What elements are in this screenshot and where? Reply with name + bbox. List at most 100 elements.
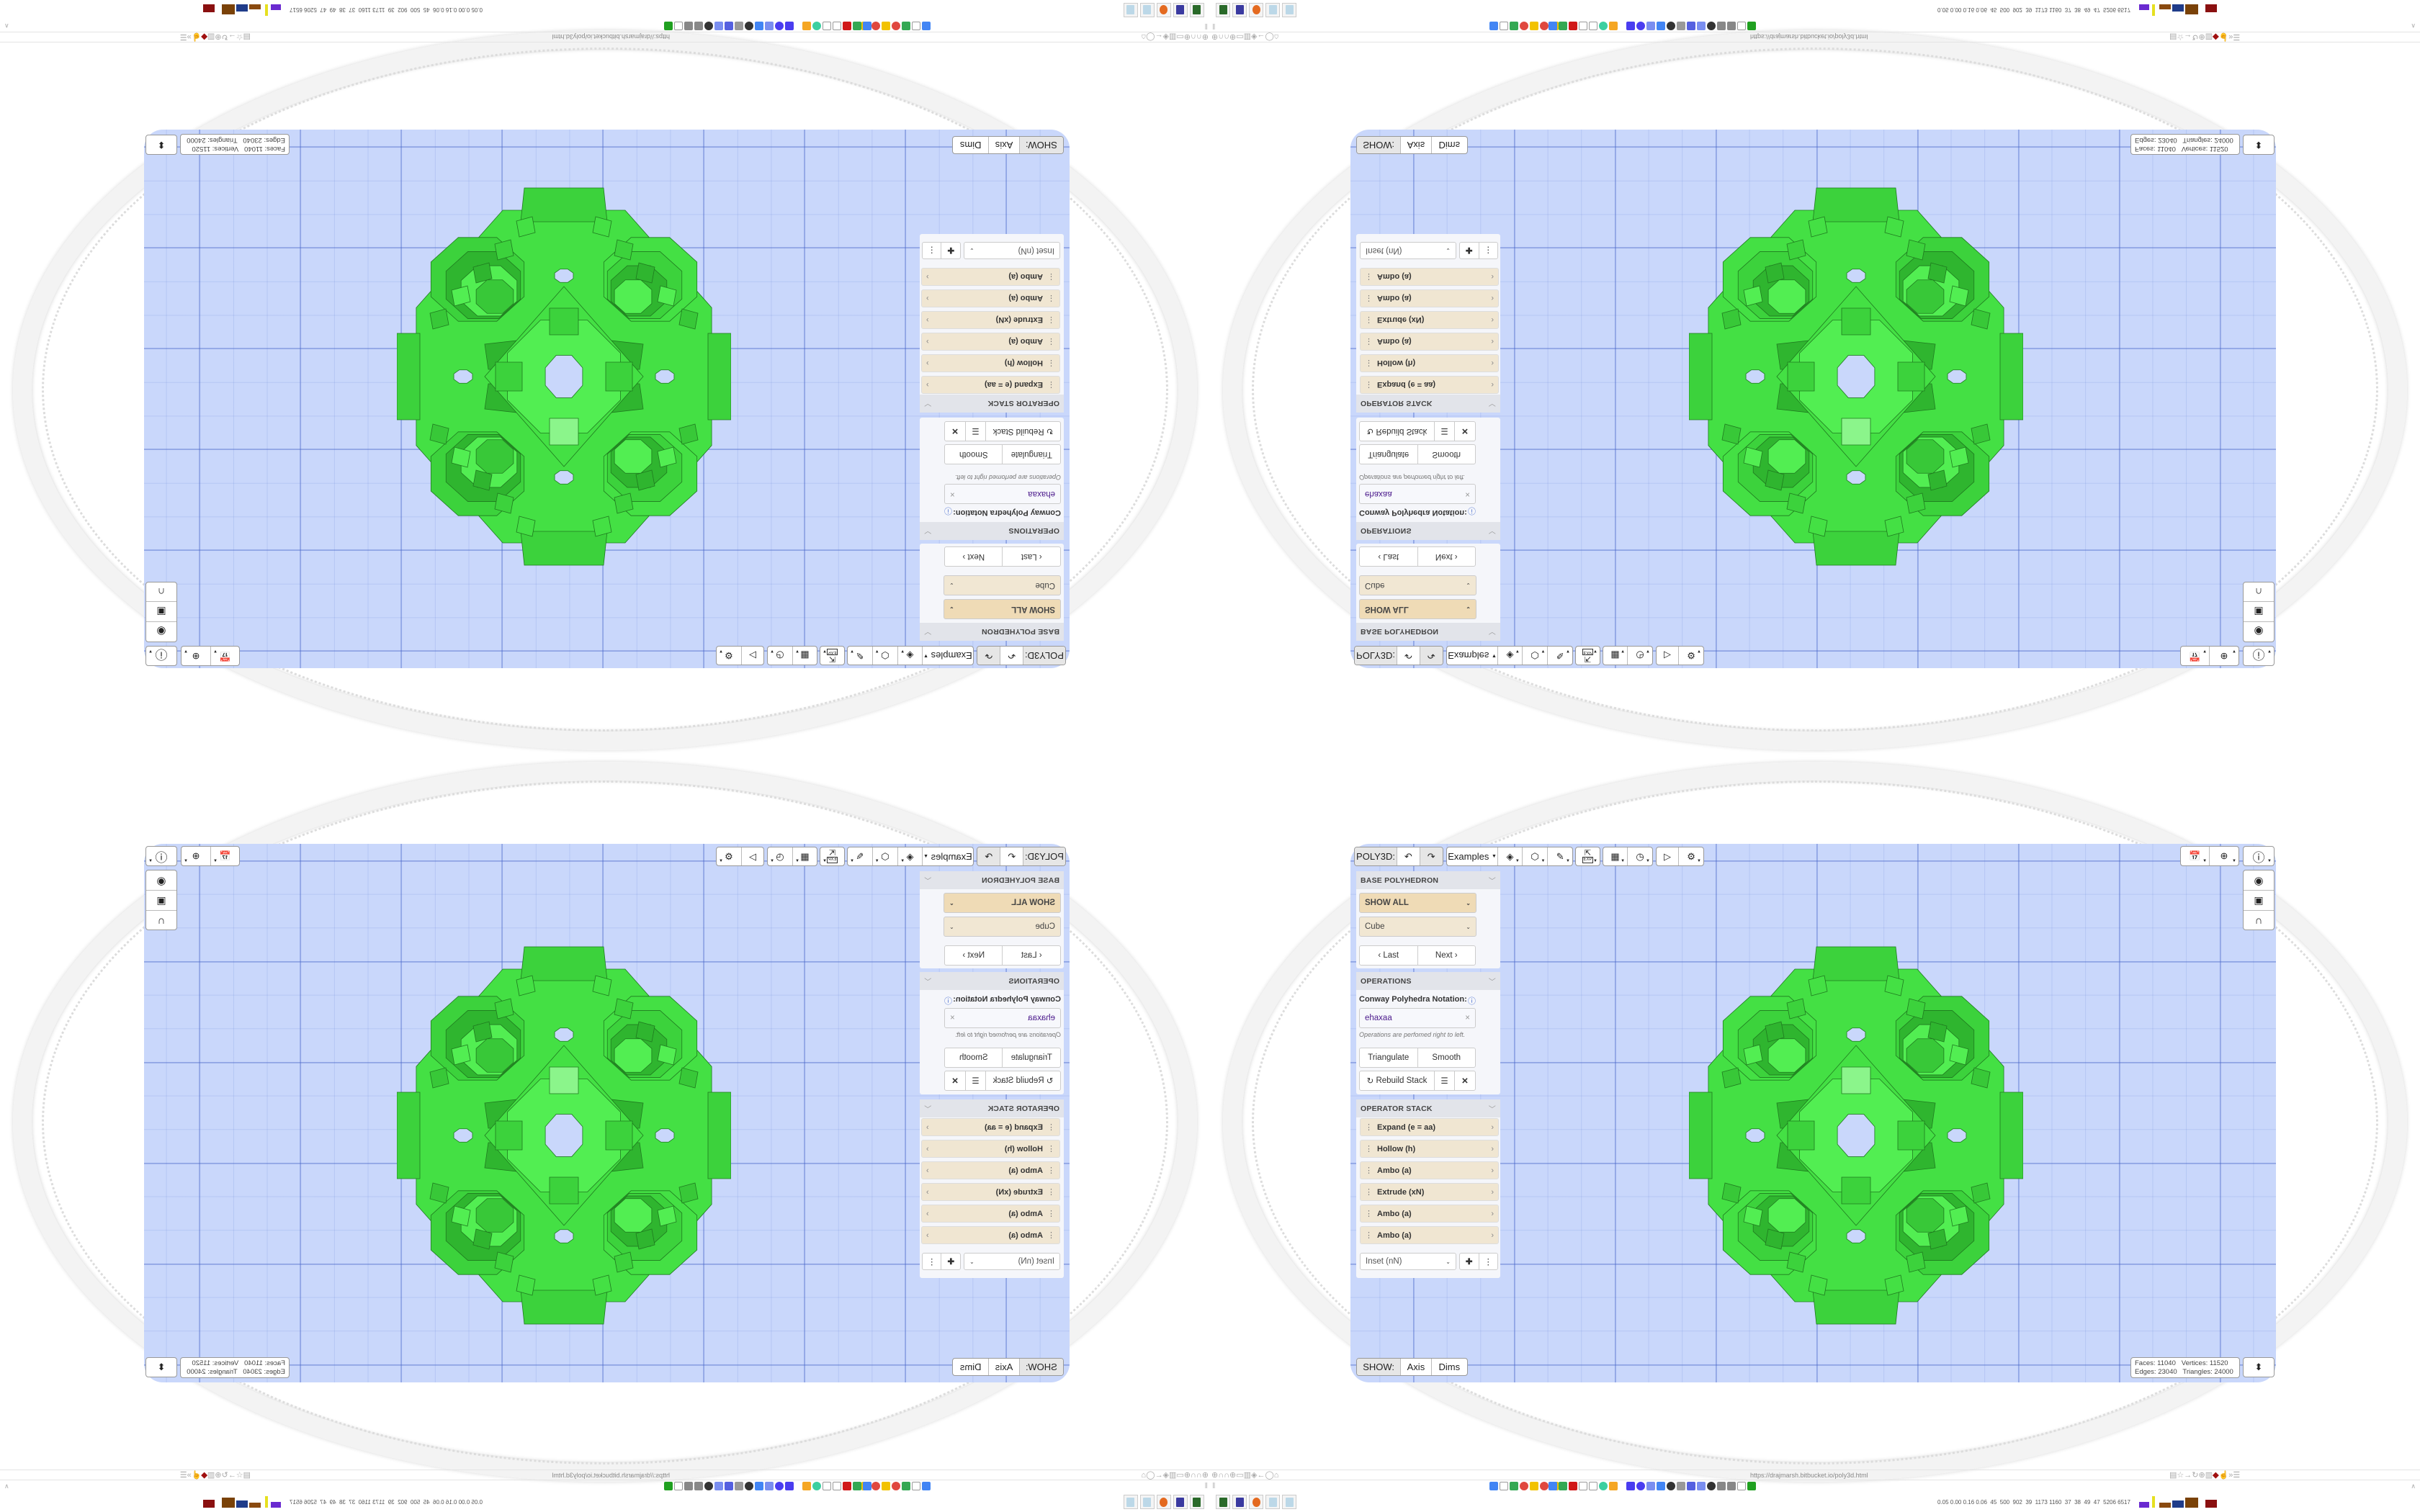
smooth-button[interactable]: Smooth [945,445,1003,464]
operator-stack-item[interactable]: ⋮ Expand (e = aa) › [921,376,1060,394]
table-button[interactable]: ▦ ▼ [792,847,817,865]
last-button[interactable]: ‹ Last [1002,946,1060,965]
undo-button[interactable]: ↶ [1000,647,1023,665]
notation-input[interactable]: ehaxaa × [1359,484,1476,504]
operator-stack-item[interactable]: ⋮ Hollow (h) › [1360,1140,1499,1158]
app-menu-button[interactable]: POLY3D: [1022,847,1065,865]
last-button[interactable]: ‹ Last [1360,946,1418,965]
view-reset-button[interactable]: ⬍ [145,1357,177,1377]
sun-time-button[interactable]: 📅 ▼ [2181,847,2210,865]
dims-toggle[interactable]: Dims [953,1359,988,1375]
panel-toggle-button[interactable]: ▣ [2244,891,2274,911]
operator-stack-item[interactable]: ⋮ Ambo (a) › [1360,1161,1499,1179]
base-polyhedron-header[interactable]: BASE POLYHEDRON ﹀ [920,871,1064,889]
view-reset-button[interactable]: ⬍ [145,135,177,155]
browser-actions[interactable]: ▤☆→↻⊕▥◆☝»☰ [2169,1471,2241,1480]
drag-handle-icon[interactable]: ⋮ [1047,337,1055,346]
operator-stack-item[interactable]: ⋮ Ambo (a) › [1360,289,1499,307]
bookmarks-group-2[interactable] [663,1482,871,1490]
edit-button[interactable]: ✎ ▼ [850,649,864,662]
export-button[interactable]: ⇱ EXP ▼ [1582,849,1597,863]
add-operator-select[interactable]: Inset (nN) ⌄ [1360,1253,1456,1270]
axis-toggle[interactable]: Axis [988,1359,1019,1375]
undo-button[interactable]: ↶ [1000,847,1023,865]
nav-icons[interactable]: ⊕∩∩⊕▭▥◈←◯⌂ [1211,32,1279,41]
browser-actions[interactable]: ▤☆→↻⊕▥◆☝»☰ [179,1471,251,1480]
axis-toggle[interactable]: Axis [988,137,1019,153]
polyhedron-select[interactable]: Cube ⌄ [1359,575,1476,595]
base-polyhedron-header[interactable]: BASE POLYHEDRON ﹀ [1356,623,1500,641]
notation-input[interactable]: ehaxaa × [944,1008,1061,1028]
rebuild-stack-button[interactable]: ↻ Rebuild Stack [1360,422,1435,441]
panel-toggle-button[interactable]: ▣ [146,601,176,621]
drag-handle-icon[interactable]: ⋮ [1047,1210,1055,1218]
drag-handle-icon[interactable]: ⋮ [1365,1145,1373,1153]
base-polyhedron-header[interactable]: BASE POLYHEDRON ﹀ [920,623,1064,641]
drag-handle-icon[interactable]: ⋮ [1047,294,1055,302]
last-button[interactable]: ‹ Last [1360,547,1418,566]
paint-button[interactable]: ◈ ▼ [1498,647,1523,665]
axis-toggle[interactable]: Axis [1401,137,1432,153]
url-field[interactable]: https://drajmarsh.bitbucket.io/poly3d.ht… [552,33,670,41]
operator-stack-item[interactable]: ⋮ Ambo (a) › [1360,333,1499,351]
3d-viewport[interactable] [1350,130,2276,668]
examples-dropdown[interactable]: Examples ▼ [1447,647,1499,665]
examples-dropdown[interactable]: Examples ▼ [1447,847,1499,865]
operator-stack-item[interactable]: ⋮ Ambo (a) › [921,289,1060,307]
table-button[interactable]: ▦ ▼ [792,647,817,665]
clock-button[interactable]: ◷ ▼ [770,850,784,864]
base-polyhedron-header[interactable]: BASE POLYHEDRON ﹀ [1356,871,1500,889]
play-button[interactable]: ▷ [1657,847,1680,865]
settings-button[interactable]: ⚙ ▼ [719,649,733,662]
drag-handle-icon[interactable]: ‖ [1212,22,1216,30]
drag-handle-icon[interactable]: ⋮ [1365,359,1373,367]
bookmarks-group-2[interactable] [1549,1482,1757,1490]
list-button[interactable]: ☰ [1435,1071,1455,1090]
next-button[interactable]: Next › [945,946,1003,965]
category-select[interactable]: SHOW ALL ⌄ [1359,599,1476,619]
shape-button[interactable]: ⬡ ▼ [1523,847,1549,865]
settings-button[interactable]: ⚙ ▼ [1687,649,1701,662]
location-button[interactable]: ⊕ ▼ [2220,850,2236,863]
operator-menu-button[interactable]: ⋮ [1479,243,1498,258]
drag-handle-icon[interactable]: ⋮ [1365,1166,1373,1175]
examples-dropdown[interactable]: Examples ▼ [921,847,973,865]
operator-stack-item[interactable]: ⋮ Hollow (h) › [921,1140,1060,1158]
polyhedron-select[interactable]: Cube ⌄ [944,917,1061,937]
drag-handle-icon[interactable]: ⋮ [1047,1145,1055,1153]
chevron-up-icon[interactable]: ∧ [2411,1482,2416,1490]
redo-button[interactable]: ↷ [1420,647,1443,665]
redo-button[interactable]: ↷ [977,647,1000,665]
drag-handle-icon[interactable]: ⋮ [1365,380,1373,389]
panel-toggle-button[interactable]: ▣ [146,891,176,911]
paint-button[interactable]: ◈ ▼ [897,647,922,665]
snap-button[interactable]: ∩ [2244,911,2274,930]
edit-button[interactable]: ✎ ▼ [1556,850,1570,864]
chevron-up-icon[interactable]: ∧ [4,22,9,30]
operator-stack-item[interactable]: ⋮ Hollow (h) › [921,354,1060,372]
visibility-button[interactable]: ◉ [146,870,176,891]
dims-toggle[interactable]: Dims [1432,137,1467,153]
axis-toggle[interactable]: Axis [1401,1359,1432,1375]
edit-button[interactable]: ✎ ▼ [850,850,864,864]
clear-stack-button[interactable]: ✕ [1455,1071,1475,1090]
drag-handle-icon[interactable]: ⋮ [1365,272,1373,281]
url-field[interactable]: https://drajmarsh.bitbucket.io/poly3d.ht… [1750,1471,1868,1479]
sun-time-button[interactable]: 📅 ▼ [2181,647,2210,665]
browser-actions[interactable]: ▤☆→↻⊕▥◆☝»☰ [2169,32,2241,41]
app-menu-button[interactable]: POLY3D: [1355,847,1398,865]
drag-handle-icon[interactable]: ‖ [1204,1482,1208,1490]
smooth-button[interactable]: Smooth [945,1048,1003,1067]
paint-button[interactable]: ◈ ▼ [1498,847,1523,865]
examples-dropdown[interactable]: Examples ▼ [921,647,973,665]
info-icon[interactable]: ⓘ [1468,506,1476,515]
rebuild-stack-button[interactable]: ↻ Rebuild Stack [985,422,1060,441]
operator-stack-item[interactable]: ⋮ Expand (e = aa) › [921,1118,1060,1136]
visibility-button[interactable]: ◉ [146,621,176,642]
sun-time-button[interactable]: 📅 ▼ [210,847,239,865]
url-field[interactable]: https://drajmarsh.bitbucket.io/poly3d.ht… [552,1471,670,1479]
last-button[interactable]: ‹ Last [1002,547,1060,566]
operator-stack-item[interactable]: ⋮ Extrude (xN) › [1360,1183,1499,1201]
taskbar-apps[interactable] [1216,3,1299,17]
add-operator-select[interactable]: Inset (nN) ⌄ [964,242,1060,259]
